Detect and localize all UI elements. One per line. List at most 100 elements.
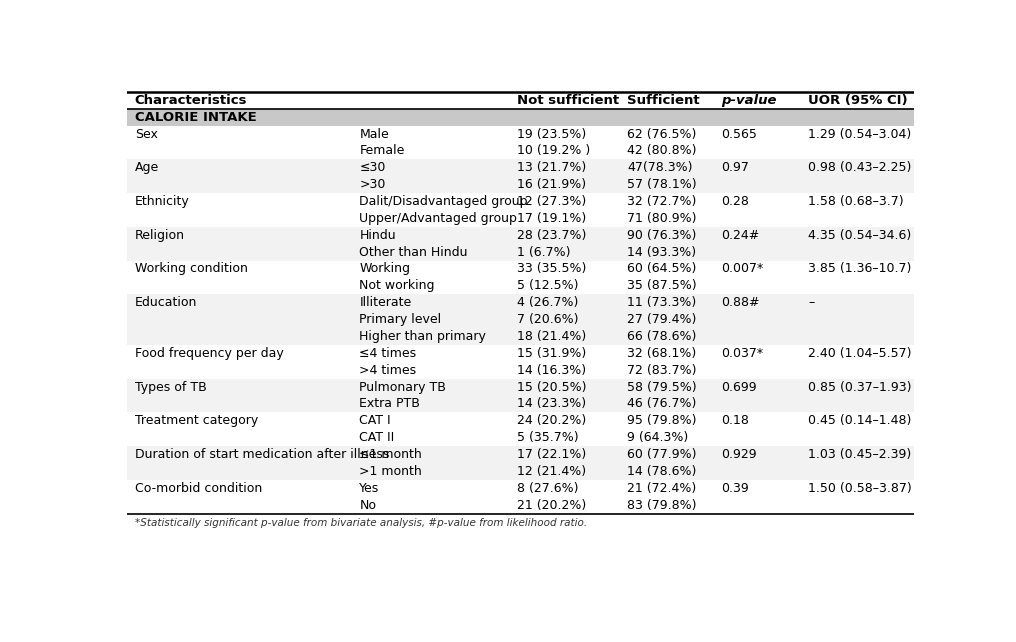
Text: 21 (20.2%): 21 (20.2%)	[517, 499, 586, 512]
Text: Not sufficient: Not sufficient	[517, 94, 619, 107]
Text: Upper/Advantaged group: Upper/Advantaged group	[360, 212, 517, 225]
Text: *Statistically significant p-value from bivariate analysis, #p-value from likeli: *Statistically significant p-value from …	[135, 518, 587, 528]
Text: 17 (19.1%): 17 (19.1%)	[517, 212, 586, 225]
Text: No: No	[360, 499, 376, 512]
Text: Working condition: Working condition	[135, 263, 248, 275]
Text: 12 (21.4%): 12 (21.4%)	[517, 465, 586, 478]
Text: Types of TB: Types of TB	[135, 381, 206, 394]
Text: Working: Working	[360, 263, 410, 275]
Text: Higher than primary: Higher than primary	[360, 330, 487, 343]
Bar	[127, 429, 914, 446]
Text: CAT I: CAT I	[360, 414, 391, 428]
Bar	[127, 143, 914, 159]
Text: ≤4 times: ≤4 times	[360, 347, 417, 360]
Text: 0.28: 0.28	[721, 195, 750, 208]
Text: 0.39: 0.39	[721, 482, 749, 495]
Text: CAT II: CAT II	[360, 431, 394, 444]
Bar	[127, 244, 914, 261]
Bar	[127, 311, 914, 328]
Text: Dalit/Disadvantaged group: Dalit/Disadvantaged group	[360, 195, 527, 208]
Text: Ethnicity: Ethnicity	[135, 195, 190, 208]
Text: 33 (35.5%): 33 (35.5%)	[517, 263, 586, 275]
Text: 60 (77.9%): 60 (77.9%)	[627, 448, 697, 461]
Text: 3.85 (1.36–10.7): 3.85 (1.36–10.7)	[808, 263, 911, 275]
Bar	[127, 412, 914, 429]
Text: 1.29 (0.54–3.04): 1.29 (0.54–3.04)	[808, 128, 911, 141]
Text: >4 times: >4 times	[360, 363, 417, 377]
Text: 1.03 (0.45–2.39): 1.03 (0.45–2.39)	[808, 448, 911, 461]
Text: Duration of start medication after illness: Duration of start medication after illne…	[135, 448, 389, 461]
Text: Not working: Not working	[360, 279, 435, 292]
Text: 42 (80.8%): 42 (80.8%)	[627, 144, 697, 157]
Bar	[127, 227, 914, 244]
Text: 66 (78.6%): 66 (78.6%)	[627, 330, 696, 343]
Text: Co-morbid condition: Co-morbid condition	[135, 482, 262, 495]
Text: 15 (20.5%): 15 (20.5%)	[517, 381, 586, 394]
Text: 4 (26.7%): 4 (26.7%)	[517, 296, 578, 309]
Text: 57 (78.1%): 57 (78.1%)	[627, 178, 697, 191]
Text: Treatment category: Treatment category	[135, 414, 258, 428]
Text: Characteristics: Characteristics	[135, 94, 247, 107]
Text: Female: Female	[360, 144, 404, 157]
Text: 0.97: 0.97	[721, 161, 750, 174]
Text: UOR (95% CI): UOR (95% CI)	[808, 94, 907, 107]
Text: ≤30: ≤30	[360, 161, 386, 174]
Text: 14 (23.3%): 14 (23.3%)	[517, 397, 586, 410]
Bar	[127, 294, 914, 311]
Text: Primary level: Primary level	[360, 313, 441, 326]
Text: Hindu: Hindu	[360, 229, 396, 242]
Text: 1.58 (0.68–3.7): 1.58 (0.68–3.7)	[808, 195, 903, 208]
Bar	[127, 159, 914, 176]
Text: 0.45 (0.14–1.48): 0.45 (0.14–1.48)	[808, 414, 911, 428]
Text: 2.40 (1.04–5.57): 2.40 (1.04–5.57)	[808, 347, 911, 360]
Text: 18 (21.4%): 18 (21.4%)	[517, 330, 586, 343]
Text: 58 (79.5%): 58 (79.5%)	[627, 381, 697, 394]
Bar	[127, 446, 914, 463]
Text: 5 (12.5%): 5 (12.5%)	[517, 279, 578, 292]
Text: 16 (21.9%): 16 (21.9%)	[517, 178, 586, 191]
Text: Age: Age	[135, 161, 160, 174]
Text: p-value: p-value	[721, 94, 777, 107]
Text: 0.88#: 0.88#	[721, 296, 760, 309]
Text: ≤1 month: ≤1 month	[360, 448, 422, 461]
Bar	[127, 480, 914, 497]
Text: 1.50 (0.58–3.87): 1.50 (0.58–3.87)	[808, 482, 911, 495]
Bar	[127, 361, 914, 379]
Text: 13 (21.7%): 13 (21.7%)	[517, 161, 586, 174]
Bar	[127, 261, 914, 277]
Text: –: –	[808, 296, 815, 309]
Text: 24 (20.2%): 24 (20.2%)	[517, 414, 586, 428]
Text: 0.18: 0.18	[721, 414, 750, 428]
Text: 19 (23.5%): 19 (23.5%)	[517, 128, 586, 141]
Text: 62 (76.5%): 62 (76.5%)	[627, 128, 696, 141]
Text: 28 (23.7%): 28 (23.7%)	[517, 229, 586, 242]
Text: 12 (27.3%): 12 (27.3%)	[517, 195, 586, 208]
Text: Education: Education	[135, 296, 197, 309]
Bar	[127, 210, 914, 227]
Text: 46 (76.7%): 46 (76.7%)	[627, 397, 696, 410]
Text: 7 (20.6%): 7 (20.6%)	[517, 313, 578, 326]
Text: 83 (79.8%): 83 (79.8%)	[627, 499, 697, 512]
Text: 14 (93.3%): 14 (93.3%)	[627, 246, 696, 259]
Text: 10 (19.2% ): 10 (19.2% )	[517, 144, 590, 157]
Bar	[127, 395, 914, 412]
Text: 8 (27.6%): 8 (27.6%)	[517, 482, 578, 495]
Text: 0.037*: 0.037*	[721, 347, 764, 360]
Text: 72 (83.7%): 72 (83.7%)	[627, 363, 697, 377]
Text: 0.85 (0.37–1.93): 0.85 (0.37–1.93)	[808, 381, 911, 394]
Text: 0.24#: 0.24#	[721, 229, 760, 242]
Text: 27 (79.4%): 27 (79.4%)	[627, 313, 696, 326]
Text: Male: Male	[360, 128, 389, 141]
Bar	[127, 497, 914, 514]
Bar	[127, 345, 914, 361]
Bar	[127, 108, 914, 126]
Bar	[127, 193, 914, 210]
Text: >1 month: >1 month	[360, 465, 422, 478]
Text: Religion: Religion	[135, 229, 185, 242]
Text: 14 (16.3%): 14 (16.3%)	[517, 363, 586, 377]
Text: 60 (64.5%): 60 (64.5%)	[627, 263, 696, 275]
Text: 11 (73.3%): 11 (73.3%)	[627, 296, 696, 309]
Text: 21 (72.4%): 21 (72.4%)	[627, 482, 696, 495]
Text: 15 (31.9%): 15 (31.9%)	[517, 347, 586, 360]
Text: 0.007*: 0.007*	[721, 263, 764, 275]
